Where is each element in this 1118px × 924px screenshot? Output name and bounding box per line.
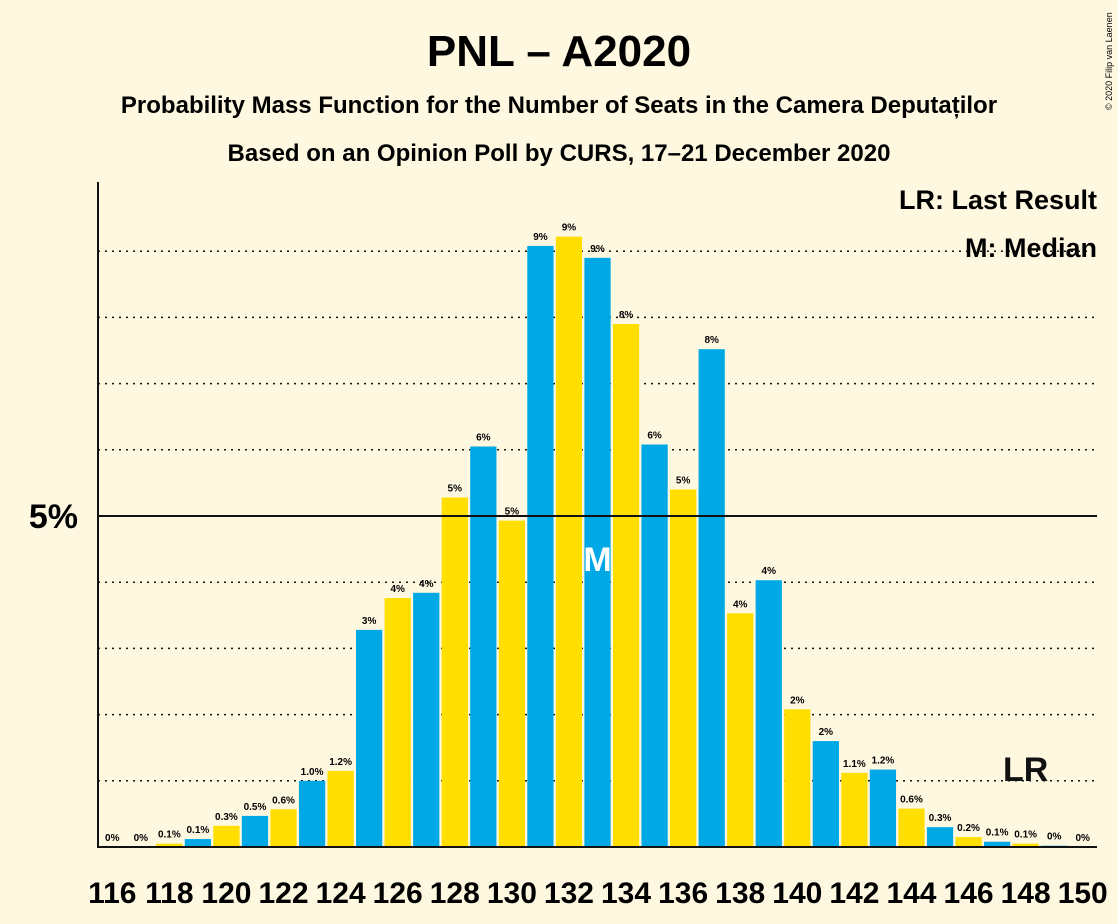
data-label-seat-147: 0.1% — [986, 828, 1009, 839]
bars — [156, 236, 1068, 848]
data-label-seat-146: 0.2% — [957, 823, 980, 834]
bar-seat-143 — [869, 769, 897, 847]
data-label-seat-142: 1.1% — [843, 759, 866, 770]
x-tick-118: 118 — [145, 877, 193, 910]
bar-seat-128 — [441, 497, 468, 847]
data-labels: 0% 0% 0.1% 0.1% 0.3% 0.5% 0.6% 1.0% 1.2% 3% 4% 4% 5%… — [105, 223, 1090, 844]
x-tick-146: 146 — [944, 877, 994, 910]
x-tick-116: 116 — [88, 877, 136, 910]
bar-seat-141 — [812, 741, 839, 847]
bar-seat-133 — [584, 257, 611, 847]
x-tick-132: 132 — [544, 877, 594, 910]
data-label-seat-148: 0.1% — [1014, 830, 1037, 841]
data-label-seat-125: 3% — [362, 616, 377, 627]
bar-seat-146 — [955, 837, 982, 847]
data-label-seat-132: 9% — [562, 223, 577, 234]
data-label-seat-128: 5% — [448, 483, 463, 494]
bar-seat-147 — [983, 841, 1011, 847]
bar-seat-131 — [527, 245, 554, 848]
data-label-seat-119: 0.1% — [187, 825, 210, 836]
chart-subtitle: Probability Mass Function for the Number… — [121, 92, 997, 119]
bar-seat-118 — [156, 843, 183, 847]
data-label-seat-126: 4% — [390, 584, 405, 595]
legend-median: M: Median — [965, 233, 1097, 263]
data-label-seat-133: 9% — [590, 244, 605, 255]
x-tick-130: 130 — [487, 877, 537, 910]
chart-title: PNL – A2020 — [427, 27, 691, 76]
y-tick-5pct: 5% — [29, 498, 78, 536]
bar-seat-129 — [470, 446, 497, 847]
data-label-seat-116: 0% — [105, 833, 120, 844]
x-tick-124: 124 — [316, 877, 366, 910]
data-label-seat-124: 1.2% — [329, 757, 352, 768]
last-result-marker: LR — [1003, 751, 1048, 789]
bar-seat-134 — [612, 324, 640, 847]
data-label-seat-130: 5% — [505, 507, 520, 518]
bar-seat-124 — [327, 770, 354, 847]
x-tick-122: 122 — [258, 877, 308, 910]
data-label-seat-137: 8% — [704, 335, 719, 346]
bar-seat-126 — [384, 598, 411, 847]
bar-seat-132 — [555, 236, 583, 848]
data-label-seat-121: 0.5% — [244, 802, 267, 813]
data-label-seat-120: 0.3% — [215, 812, 238, 823]
bar-seat-120 — [213, 825, 240, 847]
bar-seat-140 — [784, 709, 811, 847]
data-label-seat-149: 0% — [1047, 832, 1062, 843]
x-tick-136: 136 — [658, 877, 708, 910]
x-tick-142: 142 — [829, 877, 879, 910]
data-label-seat-143: 1.2% — [872, 756, 895, 767]
bar-seat-145 — [926, 827, 954, 847]
x-tick-140: 140 — [772, 877, 822, 910]
bar-seat-119 — [184, 839, 212, 847]
x-axis-ticks: 116 118 120 122 124 126 128 130 132 134 136 138 140 1… — [88, 877, 1108, 910]
bar-seat-148 — [1012, 843, 1039, 847]
data-label-seat-135: 6% — [647, 431, 662, 442]
bar-seat-127 — [413, 592, 440, 847]
x-tick-126: 126 — [373, 877, 423, 910]
x-tick-120: 120 — [201, 877, 251, 910]
data-label-seat-129: 6% — [476, 432, 491, 443]
bar-seat-122 — [270, 809, 297, 847]
data-label-seat-123: 1.0% — [301, 767, 324, 778]
data-label-seat-140: 2% — [790, 695, 805, 706]
data-label-seat-139: 4% — [762, 566, 777, 577]
data-label-seat-134: 8% — [619, 310, 634, 321]
median-marker: M — [583, 541, 611, 579]
bar-seat-137 — [698, 349, 725, 847]
legend-last-result: LR: Last Result — [899, 185, 1097, 215]
bar-seat-125 — [356, 629, 383, 847]
copyright-text: © 2020 Filip van Laenen — [1104, 12, 1114, 110]
data-label-seat-122: 0.6% — [272, 795, 295, 806]
bar-seat-136 — [669, 489, 697, 847]
data-label-seat-141: 2% — [819, 727, 834, 738]
bar-seat-135 — [641, 444, 668, 847]
data-label-seat-117: 0% — [134, 833, 149, 844]
bar-seat-142 — [841, 772, 868, 847]
bar-seat-138 — [727, 613, 754, 847]
x-tick-138: 138 — [715, 877, 765, 910]
chart-subtitle-poll: Based on an Opinion Poll by CURS, 17–21 … — [228, 140, 891, 167]
x-tick-148: 148 — [1001, 877, 1051, 910]
bar-seat-144 — [898, 808, 925, 847]
x-tick-150: 150 — [1058, 877, 1108, 910]
data-label-seat-144: 0.6% — [900, 795, 923, 806]
data-label-seat-138: 4% — [733, 599, 748, 610]
x-tick-134: 134 — [601, 877, 651, 910]
data-label-seat-131: 9% — [533, 232, 548, 243]
bar-seat-121 — [241, 815, 269, 847]
data-label-seat-127: 4% — [419, 579, 434, 590]
bar-seat-139 — [755, 580, 782, 847]
x-tick-144: 144 — [886, 877, 936, 910]
bar-seat-123 — [298, 780, 326, 847]
data-label-seat-118: 0.1% — [158, 830, 181, 841]
data-label-seat-136: 5% — [676, 476, 691, 487]
data-label-seat-145: 0.3% — [929, 813, 952, 824]
data-label-seat-150: 0% — [1076, 833, 1091, 844]
x-tick-128: 128 — [430, 877, 480, 910]
bar-seat-130 — [498, 520, 526, 847]
